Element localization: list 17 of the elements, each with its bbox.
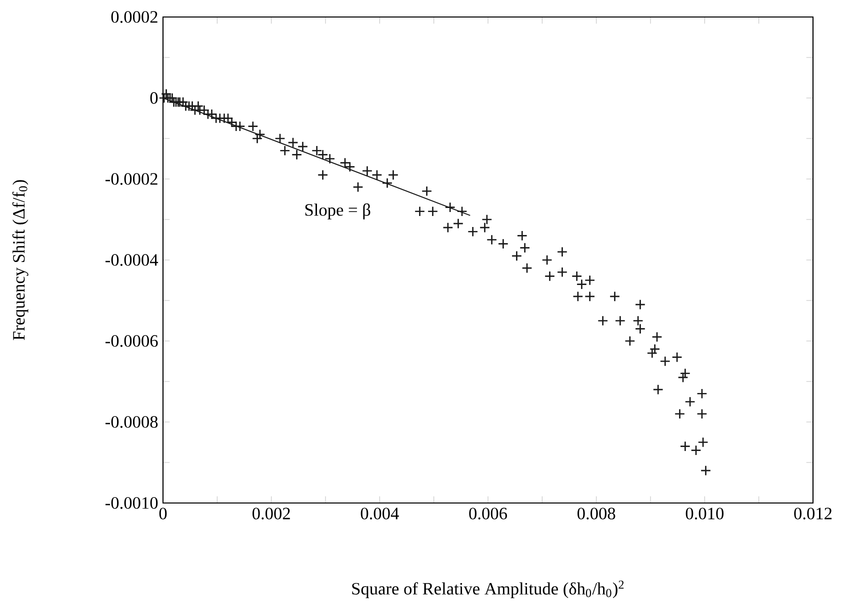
y-tick-label: -0.0008 [106, 416, 158, 428]
x-tick-label: 0.010 [686, 508, 724, 520]
y-axis-title: Frequency Shift (Δf/f$_{0}$) [12, 180, 28, 340]
annotation: Slope = β [305, 203, 370, 220]
x-tick-label: 0.006 [469, 508, 507, 520]
y-tick-label: 0.0002 [111, 11, 158, 23]
x-tick-label: 0.008 [578, 508, 616, 520]
x-tick-label: 0.012 [794, 508, 832, 520]
y-tick-label: 0 [150, 92, 158, 104]
x-axis-title: Square of Relative Amplitude (δh$_{0}$/h$_{0}$)$^{2}$ [352, 580, 624, 598]
x-tick-label: 0.004 [360, 508, 399, 520]
y-tick-label: -0.0010 [106, 497, 158, 509]
x-tick-label: 0 [159, 508, 167, 520]
y-tick-label: -0.0004 [106, 254, 158, 266]
y-tick-label: -0.0006 [106, 335, 158, 347]
y-tick-label: -0.0002 [106, 173, 158, 185]
x-tick-label: 0.002 [252, 508, 290, 520]
